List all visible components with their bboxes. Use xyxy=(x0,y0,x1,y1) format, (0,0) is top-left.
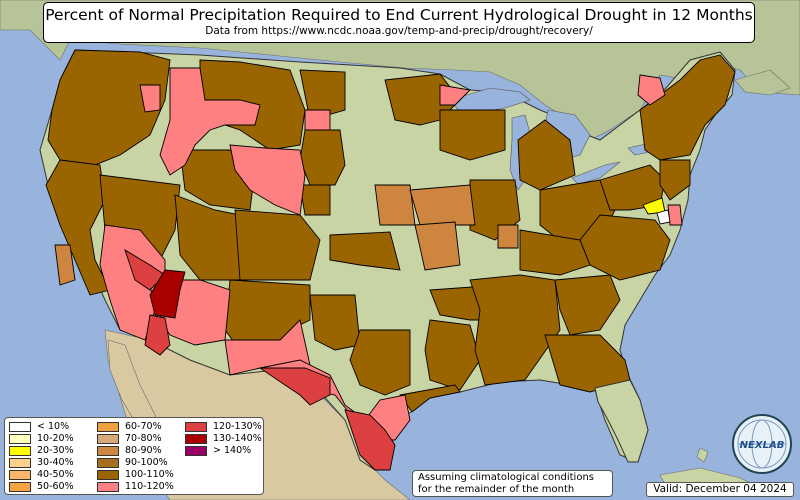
legend-label: 10-20% xyxy=(37,433,74,444)
map-title: Percent of Normal Precipitation Required… xyxy=(45,6,753,24)
legend-item: 40-50% xyxy=(9,469,97,481)
bahamas-land xyxy=(696,447,709,463)
legend-item: 120-130% xyxy=(185,421,265,433)
legend-label: 100-110% xyxy=(125,469,174,480)
legend-item: 130-140% xyxy=(185,433,265,445)
legend-swatch xyxy=(9,470,31,480)
regions-80-90 xyxy=(54,184,519,286)
legend-item: 10-20% xyxy=(9,433,97,445)
legend-item: < 10% xyxy=(9,421,97,433)
valid-date: Valid: December 04 2024 xyxy=(646,482,794,497)
map-subtitle: Data from https://www.ncdc.noaa.gov/temp… xyxy=(205,25,593,37)
regions-120-130 xyxy=(124,248,396,471)
legend-swatch xyxy=(97,482,119,492)
title-box: Percent of Normal Precipitation Required… xyxy=(43,2,755,43)
legend-item: 50-60% xyxy=(9,481,97,493)
legend-label: > 140% xyxy=(213,445,252,456)
legend-label: 120-130% xyxy=(213,421,262,432)
legend-swatch xyxy=(185,446,207,456)
legend-swatch xyxy=(97,446,119,456)
legend-swatch xyxy=(185,422,207,432)
legend-label: 40-50% xyxy=(37,469,74,480)
note-line-1: Assuming climatological conditions xyxy=(418,472,594,483)
legend-item: 90-100% xyxy=(97,457,185,469)
legend-label: 30-40% xyxy=(37,457,74,468)
legend-swatch xyxy=(9,458,31,468)
region-white xyxy=(656,209,671,225)
legend-swatch xyxy=(97,458,119,468)
legend-item: 70-80% xyxy=(97,433,185,445)
legend-label: 90-100% xyxy=(125,457,168,468)
assumption-note: Assuming climatological conditions for t… xyxy=(412,470,613,497)
legend-swatch xyxy=(97,422,119,432)
legend-item: 20-30% xyxy=(9,445,97,457)
legend-swatch xyxy=(9,446,31,456)
legend-item: 80-90% xyxy=(97,445,185,457)
legend-item: 100-110% xyxy=(97,469,185,481)
florida xyxy=(594,379,649,463)
legend: < 10% 10-20% 20-30% 30-40% 40-50% 50-60% 60-70… xyxy=(4,417,264,495)
legend-item: 30-40% xyxy=(9,457,97,469)
legend-item: 60-70% xyxy=(97,421,185,433)
legend-swatch xyxy=(9,434,31,444)
legend-swatch xyxy=(9,482,31,492)
legend-swatch xyxy=(185,434,207,444)
nova-scotia-land xyxy=(734,69,791,96)
logo-text: NEXLAB xyxy=(740,440,785,451)
legend-label: 60-70% xyxy=(125,421,162,432)
legend-item: > 140% xyxy=(185,445,265,457)
legend-label: 130-140% xyxy=(213,433,262,444)
nexlab-logo: NEXLAB xyxy=(732,414,792,474)
legend-label: 20-30% xyxy=(37,445,74,456)
legend-label: 70-80% xyxy=(125,433,162,444)
note-line-2: for the remainder of the month xyxy=(418,483,575,495)
legend-swatch xyxy=(97,434,119,444)
legend-swatch xyxy=(97,470,119,480)
regions-130-140 xyxy=(149,269,186,319)
lake-erie xyxy=(571,161,621,185)
legend-label: 50-60% xyxy=(37,481,74,492)
legend-label: 110-120% xyxy=(125,481,174,492)
legend-label: 80-90% xyxy=(125,445,162,456)
legend-item: 110-120% xyxy=(97,481,185,493)
legend-swatch xyxy=(9,422,31,432)
legend-label: < 10% xyxy=(37,421,70,432)
